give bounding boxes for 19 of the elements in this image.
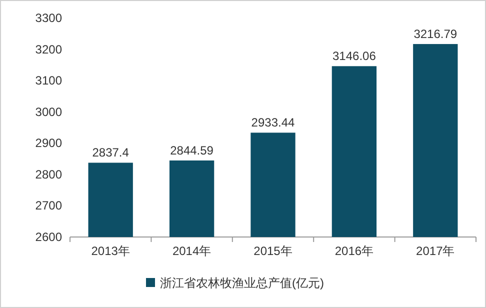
x-tick-label: 2014年: [172, 244, 212, 258]
data-label: 3146.06: [332, 49, 376, 64]
x-tick-label: 2016年: [334, 244, 374, 258]
y-tick-label: 2600: [35, 230, 62, 244]
y-tick-label: 3000: [35, 104, 62, 119]
y-tick-label: 3100: [35, 74, 62, 88]
x-tick-label: 2013年: [91, 244, 130, 258]
data-label: 3216.79: [414, 27, 458, 42]
y-tick-label: 2800: [35, 167, 62, 182]
x-tick-label: 2015年: [254, 244, 292, 258]
y-tick-label: 2900: [35, 136, 62, 150]
data-label: 2933.44: [251, 116, 296, 130]
data-label: 2844.59: [170, 143, 214, 158]
data-label: 2837.4: [92, 146, 130, 160]
legend-label: 浙江省农林牧渔业总产值(亿元): [160, 276, 324, 290]
y-tick-label: 3200: [35, 42, 62, 56]
y-tick-label: 2700: [35, 198, 62, 213]
y-tick-label: 3300: [35, 11, 62, 25]
x-tick-label: 2017年: [416, 244, 455, 258]
